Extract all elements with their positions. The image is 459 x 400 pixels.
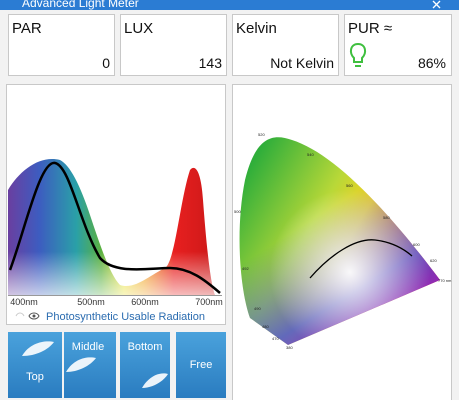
eye-toggle[interactable] — [28, 312, 40, 320]
label: Kelvin — [236, 20, 277, 37]
button-middle[interactable]: Middle — [64, 332, 116, 398]
x-label: 400nm — [10, 297, 38, 307]
window-title: Advanced Light Meter — [22, 0, 139, 10]
button-label: Bottom — [128, 341, 163, 353]
wavelength-label: 560 — [346, 183, 353, 188]
bulb-icon — [349, 42, 367, 67]
x-label: 700nm — [195, 297, 223, 307]
value: 143 — [199, 55, 223, 71]
reading-pur: PUR ≈ 86% — [344, 14, 452, 76]
button-label: Top — [26, 371, 44, 383]
wavelength-label: 580 — [383, 215, 390, 220]
reading-kelvin: Kelvin Not Kelvin — [232, 14, 339, 76]
reading-lux: LUX 143 — [120, 14, 227, 76]
icon-faded[interactable] — [15, 312, 25, 317]
value: 0 — [102, 55, 110, 71]
spectrum-panel: 400nm 500nm 600nm 700nm Photosynthetic U… — [6, 84, 226, 325]
cie-white — [239, 137, 440, 345]
wavelength-label: 600 — [413, 242, 420, 247]
wavelength-label: 520 — [258, 132, 265, 137]
button-bottom[interactable]: Bottom — [120, 332, 170, 398]
spectrum-fade — [8, 150, 222, 295]
wavelength-label: 492 — [242, 266, 249, 271]
wavelength-label: 770 nm — [438, 278, 452, 283]
wavelength-label: 380 — [286, 345, 293, 350]
label: LUX — [124, 20, 153, 37]
button-free[interactable]: Free — [176, 332, 226, 398]
cie-panel: 520 540 560 580 600 620 770 nm 500 492 4… — [232, 84, 452, 400]
planckian-locus — [309, 239, 413, 279]
wavelength-label: 470 — [272, 336, 279, 341]
label: PUR ≈ — [348, 20, 392, 37]
close-button[interactable] — [432, 0, 441, 9]
x-label: 600nm — [131, 297, 159, 307]
wavelength-label: 540 — [307, 152, 314, 157]
caption: Photosynthetic Usable Radiation — [46, 311, 205, 323]
label: PAR — [12, 20, 42, 37]
reading-par: PAR 0 — [8, 14, 115, 76]
title-bar — [0, 0, 459, 10]
wavelength-label: 500 — [234, 209, 241, 214]
par-curve — [8, 161, 221, 294]
value: 86% — [418, 55, 446, 71]
button-top[interactable]: Top — [8, 332, 62, 398]
button-label: Middle — [72, 341, 104, 353]
value: Not Kelvin — [270, 55, 334, 71]
wavelength-label: 480 — [262, 324, 269, 329]
button-label: Free — [190, 359, 213, 371]
wavelength-label: 620 — [430, 258, 437, 263]
wavelength-label: 490 — [254, 306, 261, 311]
x-label: 500nm — [77, 297, 105, 307]
